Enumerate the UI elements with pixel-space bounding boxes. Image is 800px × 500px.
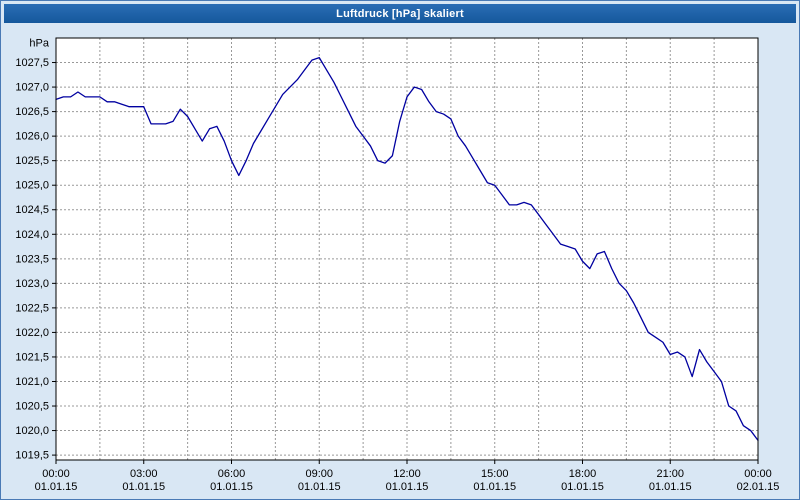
svg-text:1021,0: 1021,0 (15, 376, 49, 388)
svg-text:1020,5: 1020,5 (15, 401, 49, 413)
svg-text:1019,5: 1019,5 (15, 450, 49, 462)
svg-text:1025,5: 1025,5 (15, 155, 49, 167)
svg-text:1023,5: 1023,5 (15, 253, 49, 265)
svg-text:18:00: 18:00 (569, 468, 597, 480)
svg-text:01.01.15: 01.01.15 (561, 481, 604, 493)
svg-text:1022,5: 1022,5 (15, 302, 49, 314)
svg-text:1022,0: 1022,0 (15, 327, 49, 339)
svg-text:1026,0: 1026,0 (15, 131, 49, 143)
svg-text:1024,5: 1024,5 (15, 204, 49, 216)
pressure-line-chart: 1019,5 1020,0 1020,5 1021,0 1021,5 1022,0 1022… (15, 37, 780, 493)
svg-text:01.01.15: 01.01.15 (649, 481, 692, 493)
svg-text:1023,0: 1023,0 (15, 278, 49, 290)
svg-text:02.01.15: 02.01.15 (737, 481, 780, 493)
svg-text:1021,5: 1021,5 (15, 351, 49, 363)
svg-text:1020,0: 1020,0 (15, 425, 49, 437)
svg-text:01.01.15: 01.01.15 (473, 481, 516, 493)
svg-text:01.01.15: 01.01.15 (122, 481, 165, 493)
svg-text:00:00: 00:00 (42, 468, 70, 480)
svg-text:hPa: hPa (29, 38, 49, 50)
svg-text:21:00: 21:00 (656, 468, 684, 480)
svg-text:15:00: 15:00 (481, 468, 509, 480)
chart-title: Luftdruck [hPa] skaliert (336, 7, 464, 20)
svg-text:12:00: 12:00 (393, 468, 421, 480)
svg-text:01.01.15: 01.01.15 (210, 481, 253, 493)
svg-text:03:00: 03:00 (130, 468, 158, 480)
svg-text:09:00: 09:00 (305, 468, 333, 480)
svg-text:01.01.15: 01.01.15 (35, 481, 78, 493)
title-bar: Luftdruck [hPa] skaliert (4, 4, 796, 23)
svg-text:01.01.15: 01.01.15 (298, 481, 341, 493)
svg-text:00:00: 00:00 (744, 468, 772, 480)
svg-text:1024,0: 1024,0 (15, 229, 49, 241)
svg-text:01.01.15: 01.01.15 (386, 481, 429, 493)
svg-text:1026,5: 1026,5 (15, 106, 49, 118)
svg-text:1027,5: 1027,5 (15, 57, 49, 69)
svg-text:1027,0: 1027,0 (15, 82, 49, 94)
svg-text:06:00: 06:00 (218, 468, 246, 480)
svg-text:1025,0: 1025,0 (15, 180, 49, 192)
